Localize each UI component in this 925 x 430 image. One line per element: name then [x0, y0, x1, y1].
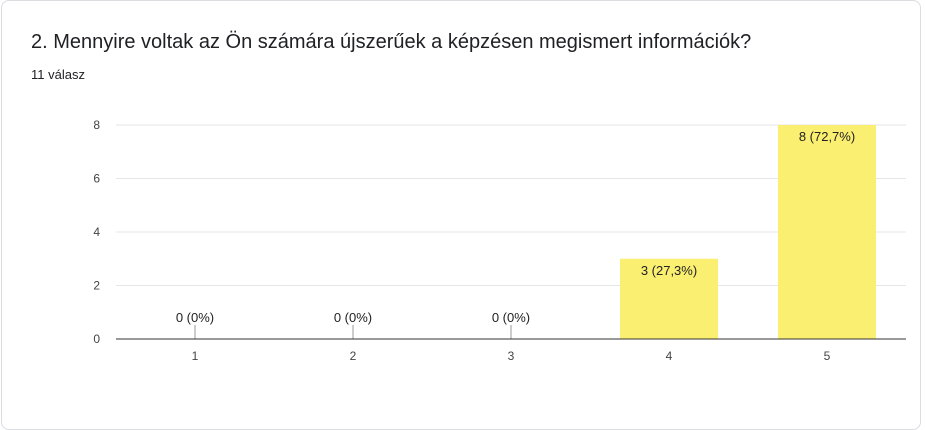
x-tick-label: 1	[192, 349, 199, 363]
x-tick-label: 3	[508, 349, 515, 363]
response-count: 11 válasz	[31, 67, 85, 82]
data-label: 3 (27,3%)	[641, 263, 697, 278]
x-tick-label: 5	[824, 349, 831, 363]
y-tick-label: 4	[93, 225, 100, 239]
x-tick-label: 4	[666, 349, 673, 363]
data-label: 0 (0%)	[176, 310, 214, 325]
y-tick-label: 6	[93, 172, 100, 186]
x-axis-ticks: 1 2 3 4 5	[116, 338, 906, 363]
x-tick-label: 2	[350, 349, 357, 363]
y-tick-label: 8	[93, 118, 100, 132]
y-axis-ticks: 0 2 4 6 8	[93, 118, 100, 346]
question-title: 2. Mennyire voltak az Ön számára újszerű…	[31, 31, 752, 53]
data-label: 0 (0%)	[334, 310, 372, 325]
gridlines	[116, 124, 906, 286]
data-label: 8 (72,7%)	[799, 129, 855, 144]
bar	[778, 125, 876, 339]
data-label: 0 (0%)	[492, 310, 530, 325]
bar	[620, 258, 718, 339]
data-labels: 0 (0%) 0 (0%) 0 (0%) 3 (27,3%) 8 (72,7%)	[176, 129, 855, 325]
y-tick-label: 2	[93, 279, 100, 293]
bars	[194, 125, 876, 339]
y-tick-label: 0	[93, 332, 100, 346]
